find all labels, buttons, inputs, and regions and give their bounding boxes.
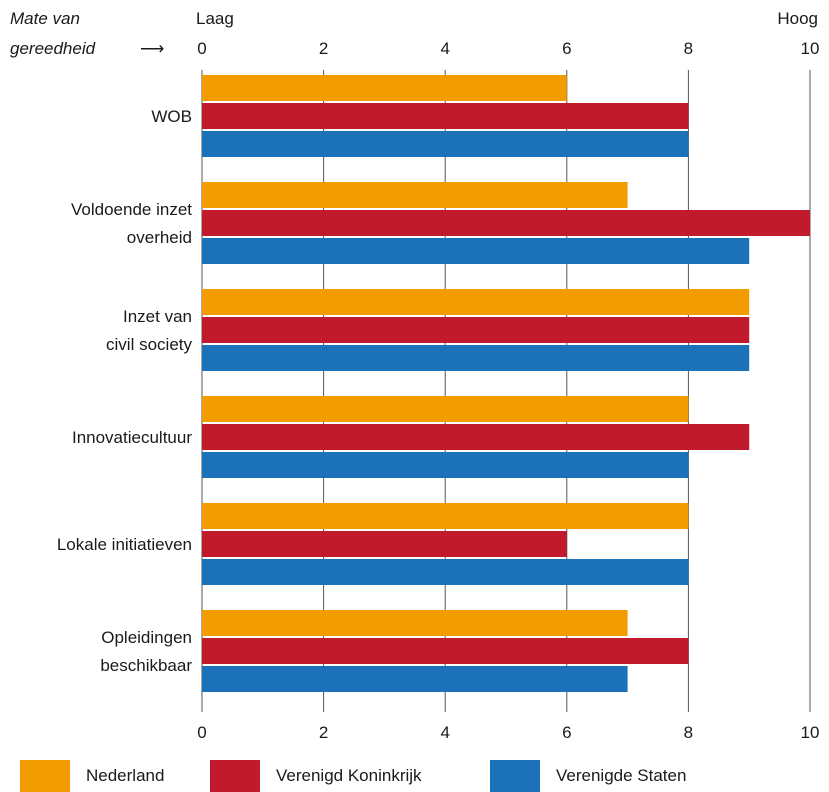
category-label-4-0: Lokale initiatieven — [57, 535, 192, 554]
tick-label-top-4: 4 — [440, 39, 449, 58]
bar-nederland-1 — [202, 182, 628, 208]
category-label-3-0: Innovatiecultuur — [72, 428, 192, 447]
tick-label-bottom-4: 4 — [440, 723, 449, 742]
category-label-2-1: civil society — [106, 335, 192, 354]
axis-low-label: Laag — [196, 9, 234, 28]
bar-verenigd-koninkrijk-0 — [202, 103, 689, 129]
legend-swatch-nederland — [20, 760, 70, 792]
legend-swatch-verenigd-koninkrijk — [210, 760, 260, 792]
axis-note-arrow: ⟶ — [140, 39, 164, 58]
bar-verenigd-koninkrijk-3 — [202, 424, 750, 450]
category-label-2-0: Inzet van — [123, 307, 192, 326]
axis-note-line2: gereedheid — [10, 39, 96, 58]
bar-verenigde-staten-0 — [202, 131, 689, 157]
bar-verenigd-koninkrijk-1 — [202, 210, 810, 236]
gridlines — [201, 70, 811, 712]
category-label-1-0: Voldoende inzet — [71, 200, 192, 219]
bar-verenigde-staten-4 — [202, 559, 689, 585]
bar-verenigde-staten-1 — [202, 238, 750, 264]
axis-note-line1: Mate van — [10, 9, 80, 28]
tick-label-bottom-10: 10 — [801, 723, 820, 742]
legend-item-verenigde-staten: Verenigde Staten — [490, 760, 686, 792]
tick-label-top-10: 10 — [801, 39, 820, 58]
tick-label-bottom-8: 8 — [684, 723, 693, 742]
bottom-tick-labels: 0 2 4 6 8 10 — [197, 723, 819, 742]
legend-swatch-verenigde-staten — [490, 760, 540, 792]
axis-high-label: Hoog — [777, 9, 818, 28]
tick-label-bottom-2: 2 — [319, 723, 328, 742]
category-label-5-0: Opleidingen — [101, 628, 192, 647]
bar-nederland-3 — [202, 396, 689, 422]
legend-label-verenigde-staten: Verenigde Staten — [556, 766, 687, 785]
top-tick-labels: 0 2 4 6 8 10 — [197, 39, 819, 58]
legend: Nederland Verenigd Koninkrijk Verenigde … — [0, 760, 829, 792]
bar-verenigde-staten-2 — [202, 345, 750, 371]
category-label-5-1: beschikbaar — [100, 656, 192, 675]
bar-chart: Mate van gereedheid ⟶ Laag Hoog WOB Voldo… — [10, 9, 819, 742]
category-label-1-1: overheid — [127, 228, 192, 247]
bar-nederland-0 — [202, 75, 567, 101]
category-labels: WOB Voldoende inzet overheid Inzet van civil… — [57, 107, 193, 675]
tick-label-top-0: 0 — [197, 39, 206, 58]
bar-nederland-4 — [202, 503, 689, 529]
bar-nederland-5 — [202, 610, 628, 636]
legend-item-nederland: Nederland — [20, 760, 164, 792]
tick-label-bottom-0: 0 — [197, 723, 206, 742]
bar-nederland-2 — [202, 289, 750, 315]
legend-label-verenigd-koninkrijk: Verenigd Koninkrijk — [276, 766, 422, 785]
legend-label-nederland: Nederland — [86, 766, 165, 785]
tick-label-bottom-6: 6 — [562, 723, 571, 742]
bar-verenigde-staten-3 — [202, 452, 689, 478]
bar-verenigd-koninkrijk-4 — [202, 531, 567, 557]
bar-verenigd-koninkrijk-5 — [202, 638, 689, 664]
tick-label-top-6: 6 — [562, 39, 571, 58]
bar-verenigde-staten-5 — [202, 666, 628, 692]
bars — [202, 75, 810, 692]
tick-label-top-2: 2 — [319, 39, 328, 58]
tick-label-top-8: 8 — [684, 39, 693, 58]
legend-item-verenigd-koninkrijk: Verenigd Koninkrijk — [210, 760, 422, 792]
category-label-0-0: WOB — [151, 107, 192, 126]
bar-verenigd-koninkrijk-2 — [202, 317, 750, 343]
